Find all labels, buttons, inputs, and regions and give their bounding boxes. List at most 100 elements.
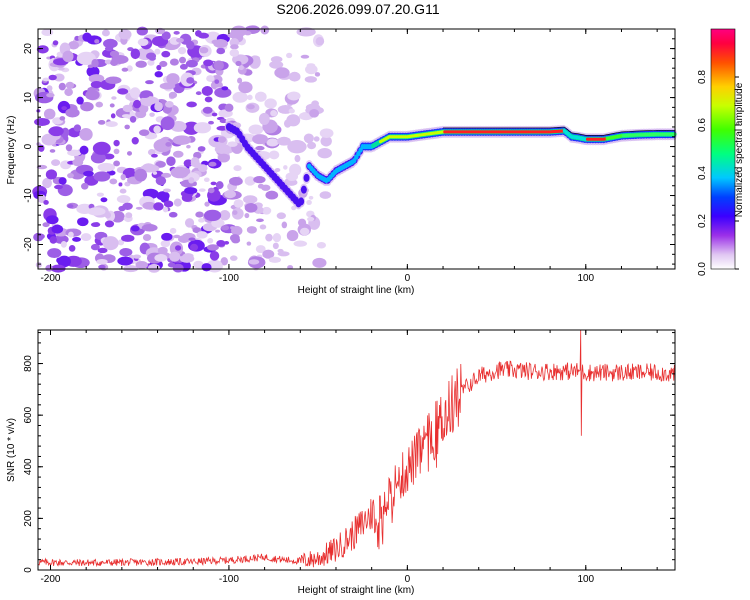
noise-blob bbox=[57, 255, 71, 268]
noise-blob bbox=[133, 99, 141, 109]
noise-blob bbox=[145, 80, 154, 85]
noise-blob bbox=[48, 126, 64, 137]
noise-blob bbox=[195, 91, 202, 96]
noise-blob bbox=[88, 74, 105, 84]
noise-blob bbox=[159, 60, 168, 68]
noise-blob bbox=[270, 110, 278, 117]
noise-blob bbox=[67, 173, 74, 179]
noise-blob bbox=[173, 198, 182, 207]
noise-blob bbox=[172, 263, 184, 273]
noise-blob bbox=[251, 55, 260, 61]
noise-blob bbox=[148, 56, 156, 61]
noise-blob bbox=[37, 194, 47, 203]
noise-blob bbox=[284, 178, 289, 184]
noise-blob bbox=[67, 204, 74, 209]
noise-blob bbox=[193, 122, 212, 134]
noise-blob bbox=[179, 63, 188, 70]
noise-blob bbox=[247, 94, 253, 101]
noise-blob bbox=[230, 25, 247, 37]
noise-blob bbox=[166, 156, 176, 167]
noise-blob bbox=[160, 116, 175, 131]
noise-blob bbox=[213, 39, 228, 48]
noise-blob bbox=[153, 125, 161, 134]
noise-blob bbox=[35, 262, 42, 268]
y-tick-label: 600 bbox=[23, 406, 34, 423]
noise-blob bbox=[96, 192, 104, 197]
x-tick-label: -100 bbox=[219, 574, 239, 585]
noise-blob bbox=[137, 38, 149, 46]
y-tick-label: 20 bbox=[23, 43, 34, 55]
noise-blob bbox=[124, 124, 130, 130]
noise-blob bbox=[94, 39, 100, 44]
colorbar-frame bbox=[710, 28, 736, 270]
noise-blob bbox=[126, 151, 133, 156]
noise-blob bbox=[154, 48, 161, 55]
noise-blob bbox=[48, 74, 57, 81]
noise-blob bbox=[45, 169, 58, 180]
noise-blob bbox=[274, 167, 281, 173]
noise-blob bbox=[235, 60, 242, 66]
snr-axes: -200 -100 0 100 0 200 400 600 800 bbox=[23, 330, 675, 585]
noise-blob bbox=[97, 120, 106, 125]
y-tick-label: 800 bbox=[23, 355, 34, 372]
noise-blob bbox=[259, 224, 267, 230]
noise-blob bbox=[102, 236, 119, 251]
noise-blob bbox=[154, 71, 163, 78]
noise-blob bbox=[253, 176, 266, 184]
noise-blob bbox=[111, 54, 129, 64]
x-tick-label: -100 bbox=[219, 273, 239, 284]
noise-blob bbox=[254, 91, 267, 102]
noise-blob bbox=[105, 76, 122, 85]
noise-blob bbox=[61, 106, 67, 111]
noise-blob bbox=[207, 187, 215, 194]
noise-blob bbox=[51, 224, 64, 234]
noise-blob bbox=[64, 88, 73, 97]
snr-frame bbox=[37, 329, 676, 571]
noise-blob bbox=[203, 177, 210, 183]
noise-blob bbox=[159, 82, 176, 90]
noise-blob bbox=[109, 178, 118, 185]
noise-blob bbox=[173, 30, 180, 35]
noise-blob bbox=[220, 225, 230, 231]
noise-blob bbox=[308, 195, 314, 200]
noise-blob bbox=[60, 241, 67, 248]
noise-blob bbox=[126, 65, 133, 72]
spectrogram-ylabel: Frequency (Hz) bbox=[6, 116, 17, 185]
noise-blob bbox=[155, 161, 166, 168]
colorbar-label: Normalized spectral amplitude bbox=[734, 82, 745, 217]
noise-blob bbox=[230, 44, 239, 50]
noise-blob bbox=[90, 222, 101, 228]
noise-blob bbox=[175, 245, 182, 251]
noise-blob bbox=[219, 210, 231, 221]
x-tick-label: 0 bbox=[405, 574, 411, 585]
chart-title: S206.2026.099.07.20.G11 bbox=[276, 1, 439, 17]
noise-blob bbox=[179, 56, 187, 64]
noise-blob bbox=[118, 182, 123, 187]
noise-blob bbox=[272, 242, 279, 250]
noise-blob bbox=[172, 135, 192, 145]
noise-blob bbox=[216, 47, 226, 55]
noise-blob bbox=[109, 50, 120, 58]
noise-blob bbox=[163, 200, 174, 208]
noise-blob bbox=[122, 202, 133, 210]
noise-blob bbox=[161, 232, 173, 241]
noise-blob bbox=[147, 263, 161, 273]
noise-blob bbox=[43, 200, 49, 205]
noise-blob bbox=[138, 129, 150, 137]
noise-blob bbox=[193, 260, 204, 269]
noise-blob bbox=[79, 127, 93, 141]
noise-blob bbox=[65, 108, 80, 118]
noise-blob bbox=[149, 112, 155, 117]
noise-blob bbox=[111, 96, 117, 100]
noise-blob bbox=[169, 227, 177, 234]
noise-blob bbox=[104, 220, 115, 228]
noise-blob bbox=[122, 104, 133, 113]
noise-blob bbox=[286, 52, 293, 59]
noise-blob bbox=[131, 136, 139, 145]
noise-blob bbox=[156, 64, 162, 71]
noise-blob bbox=[59, 116, 66, 121]
noise-blob bbox=[258, 112, 270, 126]
noise-blob bbox=[238, 65, 244, 71]
noise-blob bbox=[151, 153, 158, 158]
noise-blob bbox=[224, 103, 234, 112]
